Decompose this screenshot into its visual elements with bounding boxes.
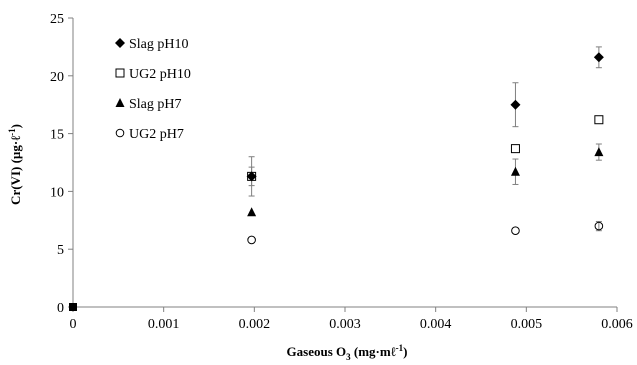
x-tick-label: 0.002 (239, 317, 271, 332)
data-point-diamond (510, 99, 521, 110)
data-point-circle-open (511, 226, 520, 236)
y-tick-label: 5 (57, 243, 64, 258)
data-point-triangle (510, 166, 520, 176)
legend-label: Slag pH10 (129, 37, 189, 52)
y-axis-title-sup: -1 (7, 128, 17, 136)
x-tick-label: 0 (70, 317, 77, 332)
legend-marker-square-open (115, 68, 125, 78)
y-tick-label: 10 (50, 185, 64, 200)
x-tick-label: 0.005 (511, 317, 543, 332)
data-point-square-open (594, 115, 604, 125)
x-tick-label: 0.004 (420, 317, 452, 332)
x-axis-title-end: ) (403, 344, 407, 359)
legend-label: UG2 pH10 (129, 67, 191, 82)
data-point-square-open (510, 144, 520, 154)
y-axis-title: Cr(VI) (µg·ℓ-1) (7, 124, 23, 205)
x-tick-label: 0.006 (601, 317, 633, 332)
legend-marker-circle-open (115, 128, 125, 138)
y-tick-label: 15 (50, 128, 64, 143)
legend-marker-diamond (115, 38, 125, 48)
x-tick-label: 0.001 (148, 317, 180, 332)
data-point-triangle (247, 207, 257, 217)
x-axis-title-sub: 3 (346, 352, 351, 360)
legend-marker-triangle (115, 98, 125, 107)
data-point-origin (69, 303, 77, 311)
x-axis-title: Gaseous O3 (mg·mℓ-1) (287, 343, 408, 360)
data-point-square-open (247, 171, 257, 181)
data-point-circle-open (594, 221, 604, 231)
x-axis-title-base: Gaseous O (287, 344, 347, 359)
x-axis-title-sup: -1 (396, 343, 404, 353)
y-tick-label: 0 (57, 301, 64, 316)
y-axis-title-base: Cr(VI) (µg·ℓ (8, 136, 23, 205)
legend-label: Slag pH7 (129, 97, 182, 112)
legend: Slag pH10 UG2 pH10 Slag pH7 UG2 pH7 (115, 37, 191, 142)
y-tick-label: 20 (50, 70, 64, 85)
data-point-diamond (246, 171, 257, 182)
x-tick-label: 0.003 (329, 317, 361, 332)
y-axis-title-end: ) (8, 124, 23, 128)
data-point-circle-open (247, 235, 256, 245)
legend-label: UG2 pH7 (129, 127, 184, 142)
x-axis-title-rest: (mg·mℓ (351, 344, 396, 359)
data-point-triangle (594, 147, 604, 157)
y-tick-label: 25 (50, 12, 64, 27)
data-point-diamond (593, 52, 604, 63)
